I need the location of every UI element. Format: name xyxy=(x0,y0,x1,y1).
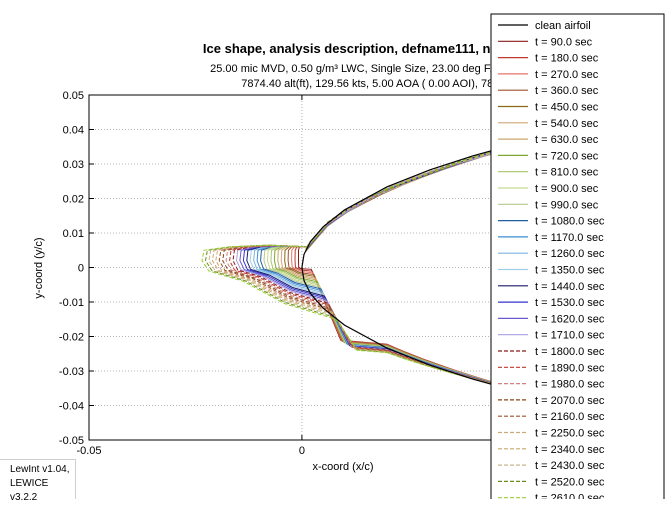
legend-label: t = 2160.0 sec xyxy=(535,411,605,423)
legend-label: t = 1170.0 sec xyxy=(535,232,604,244)
legend-label: t = 180.0 sec xyxy=(535,53,599,65)
legend-label: t = 1710.0 sec xyxy=(535,330,605,342)
y-axis-label: y-coord (y/c) xyxy=(33,237,45,298)
legend-label: t = 2430.0 sec xyxy=(535,460,605,472)
chart-subtitle-line-2: 7874.40 alt(ft), 129.56 kts, 5.00 AOA ( … xyxy=(241,78,529,90)
chart-title: Ice shape, analysis description, defname… xyxy=(203,41,541,56)
legend-label: t = 2610.0 sec xyxy=(535,493,605,499)
clean-airfoil-line xyxy=(301,123,601,412)
legend-label: t = 1800.0 sec xyxy=(535,346,605,358)
legend-label: t = 1080.0 sec xyxy=(535,216,605,228)
y-tick-label: 0.02 xyxy=(63,194,84,206)
version-info: LewInt v1.04, LEWICE v3.2.2 xyxy=(0,459,76,503)
y-tick-label: -0.01 xyxy=(59,297,84,309)
y-tick-label: -0.03 xyxy=(59,366,84,378)
legend-label: t = 1980.0 sec xyxy=(535,379,605,391)
y-tick-label: -0.02 xyxy=(59,332,84,344)
legend: clean airfoil t = 90.0 sec t = 180.0 sec t … xyxy=(490,13,665,499)
version-line-lewint: LewInt v1.04, xyxy=(10,464,70,475)
legend-label: t = 2340.0 sec xyxy=(535,444,605,456)
x-tick-label: -0.05 xyxy=(76,445,101,457)
legend-label: t = 1350.0 sec xyxy=(535,265,605,277)
legend-label: t = 1620.0 sec xyxy=(535,313,605,325)
legend-label: t = 1440.0 sec xyxy=(535,281,605,293)
legend-label: t = 2070.0 sec xyxy=(535,395,605,407)
x-axis-label: x-coord (x/c) xyxy=(312,461,373,473)
legend-label: t = 90.0 sec xyxy=(535,36,593,48)
y-tick-label: -0.05 xyxy=(59,435,84,447)
ice-shape-series-line xyxy=(211,124,601,412)
y-tick-label: 0.03 xyxy=(63,159,84,171)
legend-label: t = 720.0 sec xyxy=(535,150,599,162)
legend-label: t = 1890.0 sec xyxy=(535,362,605,374)
legend-label: clean airfoil xyxy=(535,20,591,32)
legend-label: t = 2250.0 sec xyxy=(535,428,605,440)
y-tick-label: -0.04 xyxy=(59,401,84,413)
y-tick-label: 0.01 xyxy=(63,228,84,240)
legend-label: t = 810.0 sec xyxy=(535,167,599,179)
y-tick-label: 0 xyxy=(78,263,84,275)
legend-label: t = 900.0 sec xyxy=(535,183,599,195)
y-tick-label: 0.04 xyxy=(63,125,84,137)
legend-box xyxy=(490,13,665,499)
legend-label: t = 540.0 sec xyxy=(535,118,599,130)
y-tick-label: 0.05 xyxy=(63,90,84,102)
legend-label: t = 360.0 sec xyxy=(535,85,599,97)
legend-label: t = 990.0 sec xyxy=(535,199,599,211)
legend-label: t = 2520.0 sec xyxy=(535,476,605,488)
version-line-lewice: LEWICE v3.2.2 xyxy=(10,478,49,503)
legend-label: t = 270.0 sec xyxy=(535,69,599,81)
legend-label: t = 1260.0 sec xyxy=(535,248,605,260)
legend-label: t = 1530.0 sec xyxy=(535,297,605,309)
x-tick-label: 0 xyxy=(299,445,305,457)
legend-label: t = 630.0 sec xyxy=(535,134,599,146)
legend-label: t = 450.0 sec xyxy=(535,102,599,114)
chart-subtitle-line-1: 25.00 mic MVD, 0.50 g/m³ LWC, Single Siz… xyxy=(210,63,550,75)
